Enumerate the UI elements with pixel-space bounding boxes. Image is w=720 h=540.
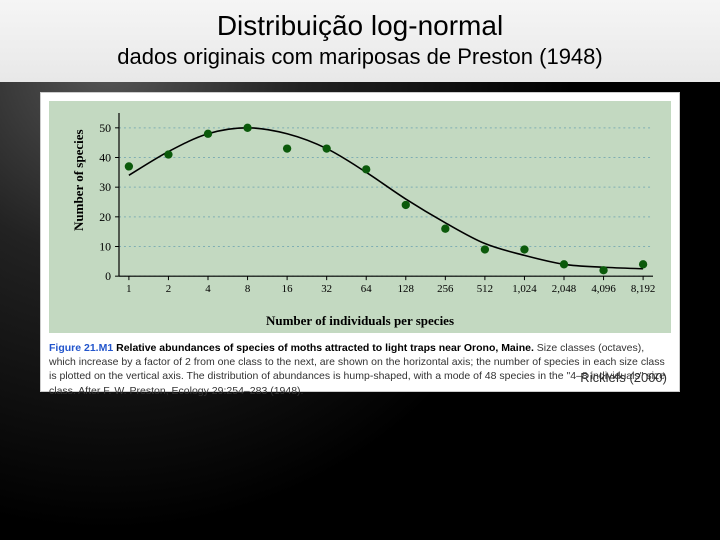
svg-text:8: 8 [245, 283, 251, 295]
y-ticks: 0 10 20 30 40 50 [99, 121, 119, 283]
svg-text:30: 30 [99, 180, 111, 194]
figure-panel: Number of species 01020304050 1248163264… [40, 92, 680, 392]
fitted-curve [129, 128, 643, 269]
y-axis-label: Number of species [71, 129, 87, 231]
chart-area: Number of species 01020304050 1248163264… [49, 101, 671, 333]
svg-text:512: 512 [477, 283, 493, 295]
svg-text:2: 2 [166, 283, 171, 295]
figure-title: Relative abundances of species of moths … [116, 342, 534, 354]
svg-text:32: 32 [321, 283, 332, 295]
svg-text:50: 50 [99, 121, 111, 135]
svg-text:40: 40 [99, 150, 111, 164]
figure-caption: Figure 21.M1 Relative abundances of spec… [49, 341, 671, 398]
x-axis-label: Number of individuals per species [49, 313, 671, 329]
heading-block: Distribuição log-normal dados originais … [0, 4, 720, 70]
svg-text:256: 256 [437, 283, 454, 295]
svg-text:4,096: 4,096 [591, 283, 616, 295]
x-ticks: 1 2 4 8 16 32 64 128 256 512 1,024 2,048 4,096 8,192 [126, 276, 655, 295]
svg-text:2,048: 2,048 [552, 283, 577, 295]
figure-number: Figure 21.M1 [49, 342, 113, 354]
slide-subtitle: dados originais com mariposas de Preston… [0, 44, 720, 70]
svg-text:8,192: 8,192 [631, 283, 655, 295]
svg-text:20: 20 [99, 210, 111, 224]
svg-text:1: 1 [126, 283, 131, 295]
credit-text: Ricklefs (2000) [580, 370, 667, 385]
svg-text:64: 64 [361, 283, 372, 295]
slide-title: Distribuição log-normal [0, 4, 720, 42]
svg-text:16: 16 [282, 283, 293, 295]
chart-svg: 01020304050 12481632641282565121,0242,04… [119, 113, 653, 291]
svg-text:1,024: 1,024 [512, 283, 537, 295]
data-points [125, 124, 648, 275]
svg-text:10: 10 [99, 239, 111, 253]
gridlines [119, 128, 653, 276]
svg-text:4: 4 [205, 283, 211, 295]
svg-text:0: 0 [105, 269, 111, 283]
svg-text:128: 128 [398, 283, 415, 295]
